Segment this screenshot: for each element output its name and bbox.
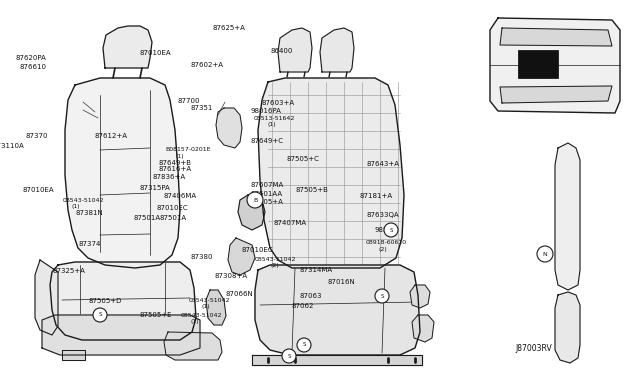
Polygon shape [206,290,226,325]
Polygon shape [500,28,612,46]
Circle shape [384,223,398,237]
Text: 87010EA: 87010EA [140,50,171,56]
Circle shape [537,246,553,262]
Text: (1): (1) [176,154,184,159]
Text: 87602+A: 87602+A [191,62,224,68]
Text: 87505+D: 87505+D [88,298,122,304]
Polygon shape [555,292,580,363]
Text: B: B [253,198,257,202]
Text: 87607MA: 87607MA [251,182,284,188]
Polygon shape [65,78,180,268]
Text: 08543-51042: 08543-51042 [180,313,222,318]
Text: 87314MA: 87314MA [300,267,333,273]
Text: 87351: 87351 [191,105,213,111]
Text: S: S [389,228,393,232]
Circle shape [297,338,311,352]
Text: 08543-51042: 08543-51042 [63,198,104,203]
Text: 86400: 86400 [270,48,292,54]
Text: 87620PA: 87620PA [16,55,47,61]
Text: 87315PA: 87315PA [140,185,170,191]
Polygon shape [35,260,58,335]
Text: 87700: 87700 [178,98,200,104]
Text: 87380: 87380 [191,254,213,260]
Text: 87010EA: 87010EA [23,187,54,193]
Text: 08543-51042: 08543-51042 [255,257,296,262]
Text: 87616+A: 87616+A [159,166,192,172]
Circle shape [375,289,389,303]
Polygon shape [320,28,354,72]
Polygon shape [103,26,152,68]
Text: 08918-60610: 08918-60610 [366,240,407,245]
Polygon shape [555,143,580,290]
Text: 87063: 87063 [300,293,322,299]
Text: 87374: 87374 [79,241,101,247]
Text: 87505+B: 87505+B [296,187,328,193]
Text: 87649+C: 87649+C [251,138,284,144]
Text: 87406MA: 87406MA [163,193,196,199]
Text: 87612+A: 87612+A [95,133,128,139]
Circle shape [247,192,263,208]
Text: J87003RV: J87003RV [515,344,552,353]
Text: (1): (1) [202,304,210,310]
Text: 87308+A: 87308+A [214,273,248,279]
Polygon shape [490,18,620,113]
Polygon shape [500,86,612,103]
Text: 08513-51642: 08513-51642 [253,116,295,121]
Bar [518,50,558,78]
Circle shape [282,349,296,363]
Polygon shape [238,195,265,230]
Polygon shape [42,315,200,355]
Text: 87505+E: 87505+E [140,312,172,318]
Text: 87381N: 87381N [76,210,103,216]
Text: 87370: 87370 [26,133,48,139]
Polygon shape [228,238,255,275]
Text: 87505+C: 87505+C [287,156,319,162]
Text: 873110A: 873110A [0,143,24,149]
Text: S: S [380,294,384,298]
Circle shape [93,308,107,322]
Text: 87010EC: 87010EC [242,247,273,253]
Text: 87405+A: 87405+A [251,199,284,205]
Polygon shape [278,28,312,72]
Text: 87010EC: 87010EC [157,205,188,211]
Text: 87016N: 87016N [328,279,355,285]
Text: 87501A: 87501A [160,215,187,221]
Text: N: N [543,251,547,257]
Polygon shape [50,262,196,340]
Text: S: S [99,312,102,317]
Text: 08543-51042: 08543-51042 [189,298,230,303]
Text: 87633QA: 87633QA [366,212,399,218]
Text: 87643+A: 87643+A [366,161,399,167]
Text: (2): (2) [270,263,279,269]
Polygon shape [62,350,85,360]
Text: B08157-0201E: B08157-0201E [165,147,211,152]
Polygon shape [252,355,422,365]
Polygon shape [258,78,404,268]
Text: 98016PA: 98016PA [251,108,282,114]
Text: 87836+A: 87836+A [152,174,186,180]
Text: 87181+A: 87181+A [360,193,393,199]
Text: 985H1: 985H1 [374,227,397,233]
Polygon shape [255,265,420,355]
Text: 87603+A: 87603+A [261,100,294,106]
Polygon shape [164,332,222,360]
Polygon shape [216,108,242,148]
Polygon shape [412,315,434,342]
Text: (2): (2) [379,247,388,252]
Text: 87501A: 87501A [133,215,160,221]
Text: 87649+B: 87649+B [159,160,192,166]
Text: S: S [287,353,291,359]
Text: S: S [302,343,306,347]
Text: 87625+A: 87625+A [212,25,245,31]
Text: 87501AA: 87501AA [251,191,283,197]
Polygon shape [410,285,430,308]
Text: 876610: 876610 [20,64,47,70]
Text: 87407MA: 87407MA [274,220,307,226]
Text: (1): (1) [191,319,199,324]
Text: (1): (1) [72,204,80,209]
Text: 87066N: 87066N [225,291,253,297]
Text: 87325+A: 87325+A [52,268,85,274]
Text: 87062: 87062 [291,303,314,309]
Text: (1): (1) [268,122,276,127]
